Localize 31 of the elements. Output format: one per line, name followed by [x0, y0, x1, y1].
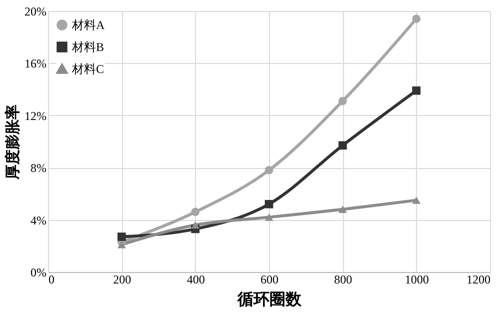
x-tick-label: 1000	[404, 272, 429, 286]
x-tick-label: 400	[186, 272, 205, 286]
point	[412, 86, 421, 95]
legend-label: 材料C	[71, 62, 104, 76]
x-tick-label: 1200	[466, 272, 490, 286]
point	[191, 221, 200, 229]
y-axis-title: 厚度膨胀率	[4, 104, 22, 180]
x-tick-label: 600	[260, 272, 278, 286]
point	[117, 240, 126, 248]
point	[412, 196, 421, 204]
point	[264, 214, 274, 221]
x-axis-title: 循环圈数	[236, 290, 302, 308]
y-tick-label: 8%	[30, 161, 46, 176]
legend-label: 材料A	[71, 18, 105, 32]
point	[264, 200, 274, 208]
x-tick-label: 800	[334, 272, 352, 286]
x-tick-label: 0	[48, 272, 54, 286]
point	[412, 14, 421, 24]
point	[117, 232, 126, 241]
y-tick-label: 12%	[24, 108, 46, 123]
legend-label: 材料B	[71, 40, 104, 54]
x-tick-label: 200	[113, 272, 132, 286]
y-tick-label: 20%	[24, 4, 46, 18]
y-tick-label: 0%	[30, 266, 46, 280]
y-tick-label: 4%	[30, 213, 46, 228]
point	[338, 206, 347, 213]
point	[191, 208, 200, 216]
point	[338, 141, 347, 150]
y-tick-label: 16%	[24, 56, 46, 71]
point	[264, 166, 274, 174]
point	[338, 96, 347, 106]
